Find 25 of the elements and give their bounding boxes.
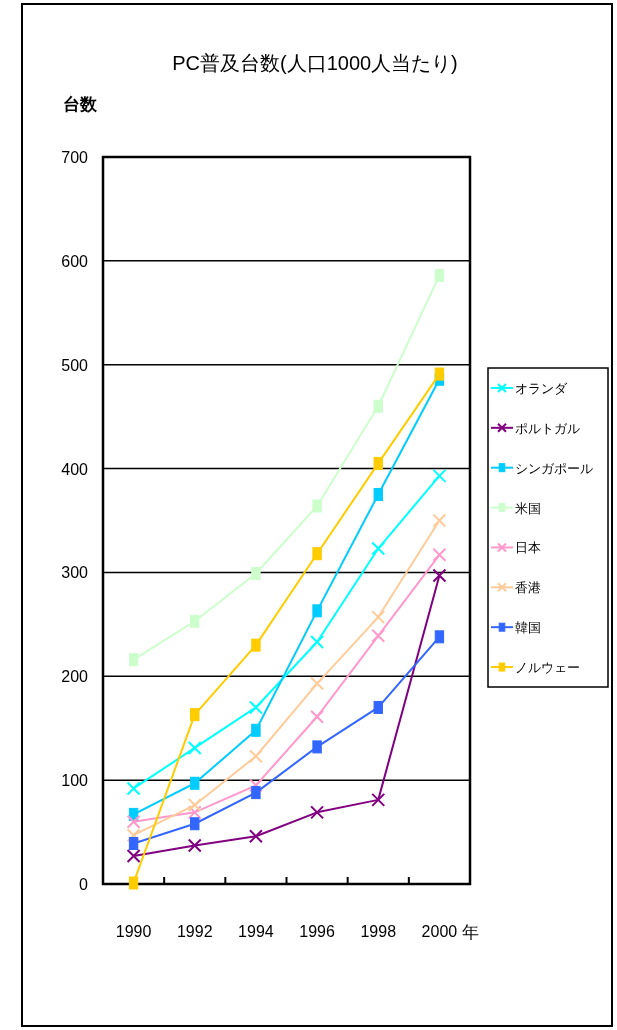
legend-label: シンガポール <box>515 460 593 476</box>
y-tick-label: 100 <box>61 772 89 790</box>
x-tick-label: 1992 <box>176 923 213 940</box>
y-tick-label: 0 <box>79 876 89 893</box>
y-tick-label: 500 <box>61 356 89 374</box>
y-tick-label: 300 <box>61 564 89 582</box>
x-tick-label: 2000 <box>421 923 458 940</box>
x-tick-label: 1996 <box>299 923 335 940</box>
y-tick-label: 700 <box>61 149 89 166</box>
x-tick-label: 1994 <box>238 923 274 940</box>
y-tick-label: 200 <box>61 668 89 686</box>
legend-label: 米国 <box>515 500 541 516</box>
x-tick-label: 1990 <box>115 923 152 940</box>
legend-label: ポルトガル <box>515 420 580 436</box>
x-tick-label: 1998 <box>360 923 397 940</box>
legend-label: ノルウェー <box>515 660 580 676</box>
legend-label: オランダ <box>515 380 568 396</box>
chart-title: PC普及台数(人口1000人当たり) <box>172 52 458 74</box>
legend-label: 香港 <box>515 580 541 596</box>
legend-label: 日本 <box>515 540 541 556</box>
y-tick-label: 400 <box>61 460 89 478</box>
y-axis-title: 台数 <box>63 95 98 114</box>
legend-label: 韓国 <box>515 620 541 636</box>
y-tick-label: 600 <box>61 252 89 270</box>
x-axis-title: 年 <box>461 923 479 942</box>
